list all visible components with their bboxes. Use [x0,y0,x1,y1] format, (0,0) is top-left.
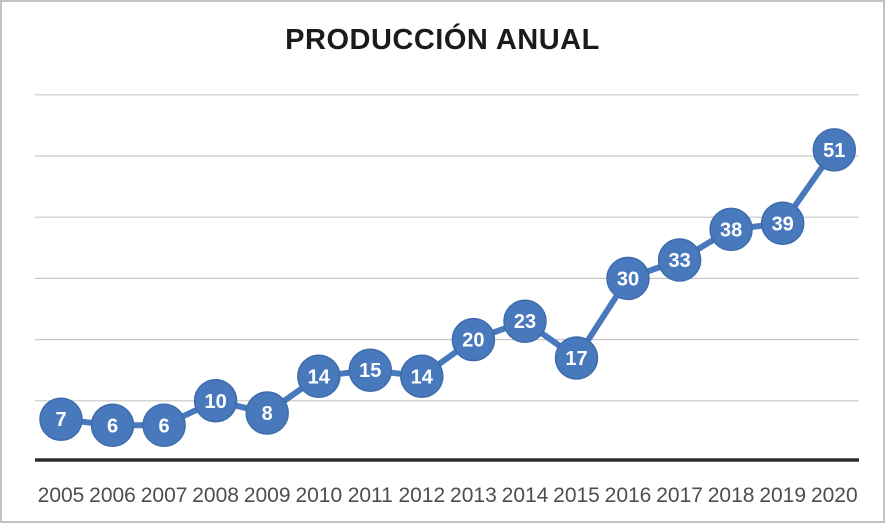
data-point-value: 7 [55,409,66,431]
x-tick-label: 2017 [656,484,703,507]
x-tick-label: 2005 [38,484,85,507]
data-point-value: 39 [772,213,794,235]
data-point-marker [90,403,135,448]
x-tick-label: 2006 [89,484,136,507]
data-point-value: 14 [411,366,434,388]
data-point-value: 6 [159,415,170,437]
data-point-value: 30 [617,268,639,290]
x-tick-label: 2012 [398,484,445,507]
data-point-value: 38 [720,219,742,241]
data-point-value: 51 [823,140,845,162]
gridlines-group [35,94,859,402]
x-tick-label: 2020 [811,484,858,507]
data-point-value: 23 [514,311,536,333]
x-tick-label: 2010 [295,484,342,507]
data-point-marker [812,128,857,172]
data-point-marker [657,238,702,282]
data-point-marker [554,336,599,380]
data-point-marker [760,201,805,246]
data-points-group: 7 6 6 10 8 14 15 14 20 23 17 30 33 38 39 51 [39,128,857,448]
data-point-marker [297,354,341,399]
chart-title: PRODUCCIÓN ANUAL [285,24,600,56]
data-point-value: 17 [565,348,587,370]
x-tick-labels-group: 2005 2006 2007 2008 2009 2010 2011 2012 2013 2014… [38,484,858,507]
x-tick-label: 2016 [605,484,652,507]
data-point-value: 8 [262,403,273,425]
x-tick-label: 2009 [244,484,291,507]
data-point-marker [451,317,496,362]
data-point-marker [400,354,444,399]
data-point-marker [142,403,186,448]
data-point-value: 20 [462,330,484,352]
series-line [58,146,838,429]
data-point-marker [245,391,289,435]
x-tick-label: 2008 [192,484,239,507]
x-tick-label: 2011 [348,484,393,507]
data-point-marker [709,207,753,252]
data-point-marker [606,256,650,301]
data-point-marker [348,348,393,392]
data-point-value: 14 [308,366,331,388]
x-tick-label: 2014 [502,484,549,507]
data-point-marker [503,299,547,343]
x-tick-label: 2015 [553,484,600,507]
x-tick-label: 2018 [708,484,755,507]
data-point-value: 6 [107,415,118,437]
data-point-marker [193,379,238,423]
data-point-value: 33 [668,250,690,272]
data-point-value: 10 [204,391,226,413]
data-point-marker [39,397,83,441]
x-tick-label: 2007 [141,484,188,507]
x-tick-label: 2019 [759,484,806,507]
data-point-value: 15 [359,360,381,382]
x-tick-label: 2013 [450,484,497,507]
